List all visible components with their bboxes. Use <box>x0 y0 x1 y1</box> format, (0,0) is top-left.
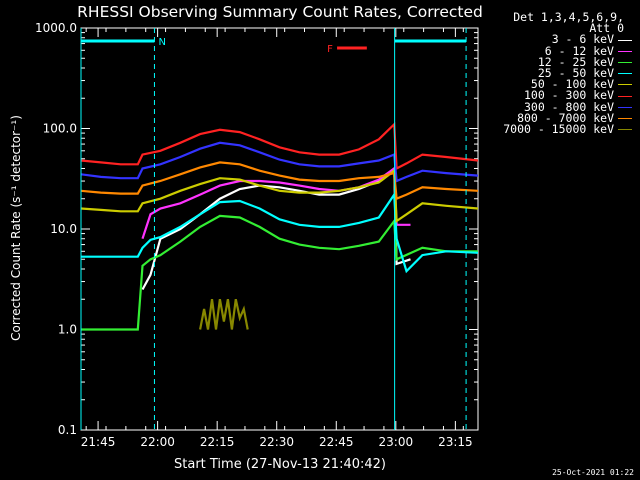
legend-entry: 12 - 25 keV <box>482 54 632 69</box>
legend-label: 50 - 100 keV <box>530 77 614 92</box>
legend-entry: 3 - 6 keV <box>482 34 632 45</box>
y-tick-label: 10.0 <box>50 222 77 236</box>
x-tick-label: 22:15 <box>200 435 235 449</box>
legend-entry: 300 - 800 keV <box>482 99 632 114</box>
legend-label: 6 - 12 keV <box>544 43 614 58</box>
plot-area: 0.1 1.0 10.0 100.0 1000.0 21:45 22:00 22:15 22:3… <box>35 21 479 449</box>
legend-header-2: Att 0 <box>589 21 624 36</box>
generated-timestamp: 25-Oct-2021 01:22 <box>552 468 634 477</box>
legend-entry: 25 - 50 keV <box>482 66 632 81</box>
legend-label: 25 - 50 keV <box>537 66 614 81</box>
series-line-2 <box>81 214 478 331</box>
legend-header-1: Det 1,3,4,5,6,9, <box>513 10 624 24</box>
annotation-label: F <box>327 44 333 55</box>
legend-label: 12 - 25 keV <box>537 54 614 69</box>
series-line-8 <box>199 298 249 330</box>
legend-swatch <box>618 95 632 97</box>
series-line-4 <box>81 168 478 224</box>
legend-label: 3 - 6 keV <box>551 32 614 47</box>
series-line-7 <box>81 161 478 201</box>
legend-label: 7000 - 15000 keV <box>503 122 614 137</box>
y-tick-label: 1.0 <box>58 323 77 337</box>
x-axis-label: Start Time (27-Nov-13 21:40:42) <box>174 457 386 472</box>
y-tick-label: 100.0 <box>43 122 77 136</box>
legend-swatch <box>618 117 632 119</box>
legend-swatch <box>618 50 632 52</box>
legend-swatch <box>618 129 632 131</box>
legend-entry: 50 - 100 keV <box>482 77 632 92</box>
legend-swatch <box>618 84 632 86</box>
series-line-0 <box>141 166 411 291</box>
legend-entry: 800 - 7000 keV <box>482 110 632 125</box>
legend-swatch <box>618 61 632 63</box>
x-tick-label: 21:45 <box>81 435 116 449</box>
legend-label: 300 - 800 keV <box>523 99 614 114</box>
legend-label: 800 - 7000 keV <box>517 110 614 125</box>
legend-swatch <box>618 106 632 108</box>
legend-entry: 7000 - 15000 keV <box>482 122 632 137</box>
x-tick-label: 22:45 <box>319 435 354 449</box>
legend-entry: 6 - 12 keV <box>482 43 632 58</box>
series-line-6 <box>81 141 478 183</box>
legend-swatch <box>618 73 632 75</box>
series-line-5 <box>81 121 478 171</box>
legend-swatch <box>618 39 632 41</box>
x-tick-label: 23:00 <box>379 435 414 449</box>
annotation-label: N <box>158 37 165 48</box>
legend-label: 100 - 300 keV <box>523 88 614 103</box>
y-axis-label: Corrected Count Rate (s⁻¹ detector⁻¹) <box>9 115 23 341</box>
x-tick-label: 22:30 <box>259 435 294 449</box>
plot-frame <box>80 27 479 431</box>
y-tick-label: 1000.0 <box>35 21 77 35</box>
x-tick-label: 23:15 <box>438 435 473 449</box>
x-tick-label: 22:00 <box>140 435 175 449</box>
series-line-3 <box>81 191 478 274</box>
y-tick-label: 0.1 <box>58 423 77 437</box>
chart-title: RHESSI Observing Summary Count Rates, Co… <box>77 3 483 21</box>
legend: Det 1,3,4,5,6,9, Att 0 3 - 6 keV 6 - 12 k… <box>482 10 632 137</box>
legend-entry: 100 - 300 keV <box>482 90 632 101</box>
